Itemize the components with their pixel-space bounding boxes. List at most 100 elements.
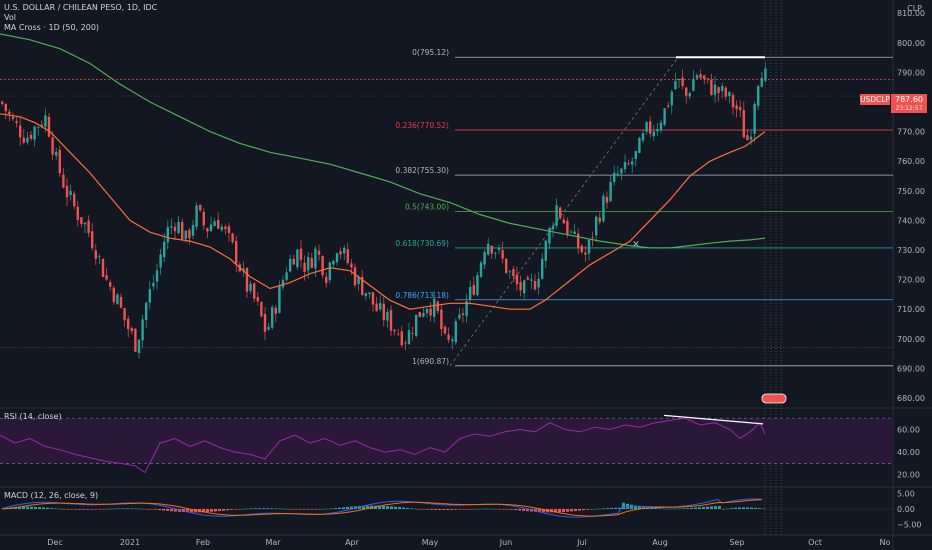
candle-body [379,303,382,310]
macd-histogram-bar [582,509,585,511]
candle-body [695,75,699,79]
macd-histogram-bar [30,506,33,509]
candle-body [202,211,205,226]
macd-histogram-bar [22,506,25,509]
candle-body [245,268,249,292]
macd-histogram-bar [662,508,665,510]
candle-body [299,248,303,260]
candle-body [325,276,328,283]
macd-histogram-bar [450,509,453,510]
candle-body [692,78,695,91]
macd-histogram-bar [474,508,477,510]
macd-histogram-bar [618,507,621,509]
candle-body [613,172,616,182]
macd-histogram-bar [134,508,137,510]
candle-body [80,217,83,225]
macd-histogram-bar [110,508,113,510]
macd-histogram-bar [330,508,333,509]
macd-histogram-bar [46,507,49,509]
time-tick-label: Jun [499,538,513,547]
candle-body [274,307,277,314]
macd-histogram-bar [674,508,677,510]
price-tick-label: 720.00 [897,276,925,285]
candle-body [494,252,497,254]
macd-histogram-bar [702,506,705,509]
candle-body [73,193,76,207]
candle-body [573,231,576,235]
candle-body [11,116,15,120]
candle-body [361,276,364,295]
candle-body [76,206,79,220]
macd-histogram-bar [142,508,145,510]
candle-body [339,251,342,255]
macd-histogram-bar [174,509,177,512]
macd-histogram-bar [74,509,77,510]
macd-label: MACD (12, 26, close, 9) [4,491,99,500]
candle-body [703,75,706,79]
candle-body [217,219,220,229]
candle-body [407,330,411,345]
macd-histogram-bar [130,508,133,509]
candle-body [350,263,353,268]
candle-body [512,269,515,277]
price-tick-label: 800.00 [897,39,925,48]
candle-body [209,224,213,232]
macd-histogram-bar [102,509,105,510]
candle-body [94,250,97,259]
macd-histogram-bar [162,509,165,511]
candle-body [598,217,601,222]
macd-histogram-bar [614,507,617,509]
rsi-tick-label: 20.00 [897,471,920,480]
macd-histogram-bar [26,506,29,509]
macd-histogram-bar [390,506,393,509]
candle-body [519,282,522,291]
candle-body [224,226,227,229]
candle-body [742,110,745,138]
macd-histogram-bar [54,508,57,510]
candle-body [562,219,565,224]
macd-histogram-bar [586,509,589,510]
rsi-tick-label: 60.00 [897,426,920,435]
macd-histogram-bar [42,507,45,509]
macd-histogram-bar [290,509,293,510]
candle-body [580,245,583,253]
ma-cross-marker: ✕ [632,240,640,250]
candle-body [98,256,101,257]
time-tick-label: No [880,538,891,547]
candle-body [231,233,234,243]
macd-histogram-bar [490,508,493,510]
candle-body [569,231,573,233]
candle-body [260,301,263,317]
candle-body [51,137,54,155]
candle-body [721,85,724,92]
candle-body [479,262,483,277]
macd-histogram-bar [442,509,445,511]
candle-body [541,258,544,279]
candle-body [728,91,731,97]
candle-body [616,173,619,175]
macd-histogram-bar [658,508,661,509]
candle-body [559,207,562,219]
time-tick-label: Mar [265,538,281,547]
candle-body [256,297,259,302]
price-tick-label: 760.00 [897,157,925,166]
rsi-divergence-line [663,414,764,425]
macd-histogram-bar [314,509,317,510]
macd-histogram-bar [262,508,265,509]
future-event-marker [761,393,787,404]
macd-histogram-bar [62,509,65,510]
candle-body [375,303,378,312]
candle-body [548,228,551,244]
candle-body [263,313,267,332]
macd-histogram-bar [438,509,441,511]
macd-histogram-bar [254,508,257,509]
candle-body [220,226,223,231]
fib-level-label: 0.5(743.00) [405,203,449,212]
candle-body [458,314,461,319]
macd-histogram-bar [294,509,297,510]
macd-histogram-bar [486,508,489,510]
candle-body [343,247,346,254]
candle-body [469,286,472,300]
